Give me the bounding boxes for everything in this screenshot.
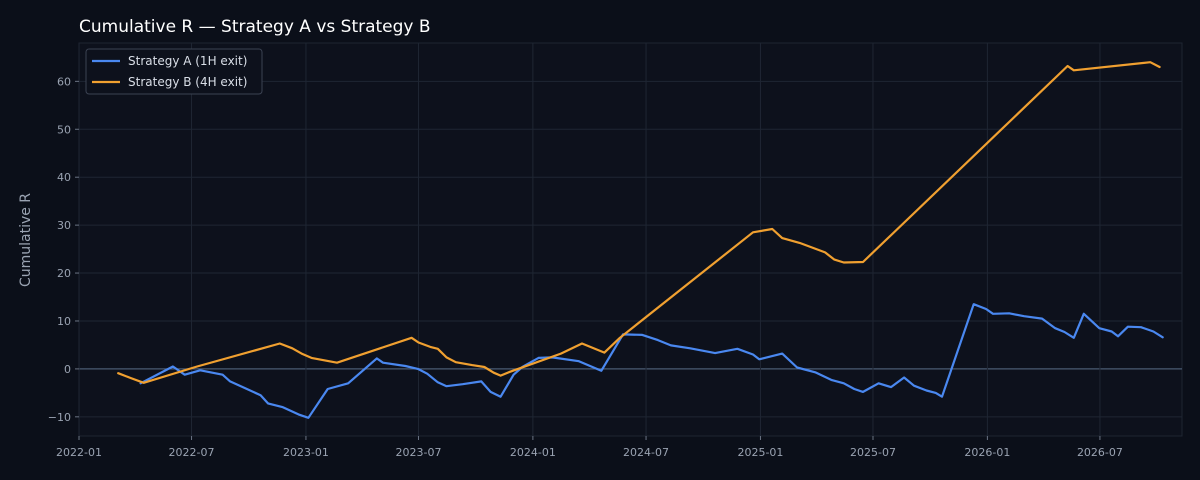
y-tick-label: 0: [64, 363, 71, 376]
x-tick-label: 2022-07: [169, 446, 215, 459]
y-tick-label: 30: [57, 219, 71, 232]
x-tick-label: 2026-01: [964, 446, 1010, 459]
legend-label: Strategy B (4H exit): [128, 75, 247, 89]
x-tick-label: 2025-01: [737, 446, 783, 459]
x-tick-label: 2024-01: [510, 446, 556, 459]
x-tick-label: 2022-01: [56, 446, 102, 459]
legend-label: Strategy A (1H exit): [128, 54, 247, 68]
x-tick-label: 2023-01: [283, 446, 329, 459]
x-tick-label: 2023-07: [395, 446, 441, 459]
series-lines: [117, 61, 1164, 419]
legend-box: [85, 48, 263, 95]
chart-title: Cumulative R — Strategy A vs Strategy B: [79, 17, 431, 37]
legend: Strategy A (1H exit) Strategy B (4H exit): [85, 48, 263, 95]
axis-ticks: −10 0 10 20 30 40 50 60 2022-01 2022-07 2023-01 202…: [48, 75, 1123, 459]
y-tick-label: 20: [57, 267, 71, 280]
y-tick-label: 50: [57, 123, 71, 136]
series-line-strategy-b: [117, 61, 1161, 384]
y-tick-label: 60: [57, 75, 71, 88]
x-tick-label: 2026-07: [1077, 446, 1123, 459]
y-tick-label: 40: [57, 171, 71, 184]
y-axis-label: Cumulative R: [18, 193, 34, 287]
x-tick-label: 2025-07: [850, 446, 896, 459]
plot-area: [78, 42, 1183, 437]
x-tick-label: 2024-07: [623, 446, 669, 459]
grid: [78, 43, 1182, 436]
y-tick-label: −10: [48, 411, 71, 424]
y-tick-label: 10: [57, 315, 71, 328]
series-line-strategy-a: [139, 303, 1164, 419]
